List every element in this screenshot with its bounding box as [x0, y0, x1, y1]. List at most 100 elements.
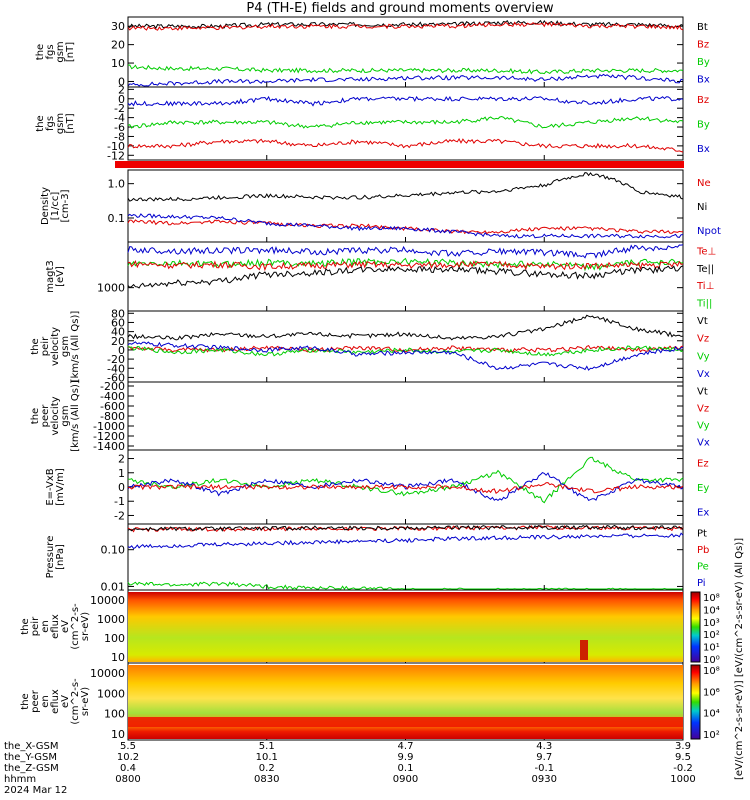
- y-tick-label: 0.1: [108, 212, 126, 225]
- legend-entry: Bx: [697, 74, 710, 85]
- footer-value: 0930: [532, 774, 557, 785]
- y-axis-label: [nT]: [65, 113, 76, 133]
- y-axis-label: en: [40, 695, 51, 708]
- y-tick-label: -600: [100, 400, 125, 413]
- y-tick-label: -2: [114, 102, 125, 115]
- colorbar-tick-label: 10⁸: [703, 593, 720, 604]
- series-line-Te||: [127, 265, 684, 289]
- colorbar-tick-label: 10⁴: [703, 709, 720, 720]
- footer-value: 3.9: [675, 741, 691, 752]
- footer-value: 4.7: [398, 741, 414, 752]
- y-axis-label: [1/cc]: [50, 192, 61, 221]
- series-line-Pi: [127, 532, 684, 550]
- legend-entry: Vx: [697, 438, 710, 449]
- footer-value: 0800: [115, 774, 140, 785]
- y-tick-label: 0: [118, 75, 125, 88]
- footer-date: 2024 Mar 12: [4, 785, 67, 796]
- y-axis-label: fgs: [45, 44, 56, 59]
- y-tick-label: -60: [107, 371, 125, 384]
- footer-value: 10.1: [256, 752, 278, 763]
- y-tick-label: 100: [104, 632, 125, 645]
- footer-value: 0900: [393, 774, 418, 785]
- y-axis-label: the: [35, 44, 46, 60]
- y-tick-label: 100: [104, 708, 125, 721]
- series-line-Ey: [127, 456, 684, 504]
- y-tick-label: -1200: [93, 430, 125, 443]
- y-axis-label: E=-VxB: [45, 468, 56, 505]
- y-tick-label: 10000: [90, 594, 125, 607]
- legend-entry: Pe: [697, 561, 709, 572]
- series-line-Ti⊥: [127, 244, 684, 259]
- y-tick-label: -20: [107, 353, 125, 366]
- y-tick-label: -1: [114, 495, 125, 508]
- legend-entry: Vt: [697, 316, 708, 327]
- footer-value: 5.5: [120, 741, 136, 752]
- y-tick-label: 10: [111, 651, 125, 664]
- legend-entry: Pi: [697, 578, 706, 589]
- peer-spectrogram-band: [128, 717, 683, 727]
- y-tick-label: 2: [118, 453, 125, 466]
- panel-frame: [127, 523, 684, 591]
- y-axis-label: gsm: [60, 336, 71, 357]
- y-axis-label: gsm: [55, 113, 66, 134]
- legend-entry: Ex: [697, 508, 709, 519]
- series-line-Bz: [127, 137, 684, 153]
- footer-value: 4.3: [536, 741, 552, 752]
- series-line-Bx: [127, 95, 684, 107]
- footer-value: 9.5: [675, 752, 691, 763]
- peer-spectrogram: [128, 665, 683, 739]
- series-line-Ni: [127, 172, 684, 202]
- y-axis-label: the: [20, 618, 31, 634]
- series-line-Pb: [127, 524, 684, 533]
- series-line-Vy: [127, 345, 684, 357]
- y-tick-label: -1000: [93, 420, 125, 433]
- legend-entry: Vt: [697, 387, 708, 398]
- y-tick-label: 10000: [90, 667, 125, 680]
- y-axis-label: [mV/m]: [55, 468, 66, 506]
- y-tick-label: 1000: [97, 687, 125, 700]
- y-axis-label: eflux: [50, 689, 61, 714]
- y-tick-label: -4: [114, 112, 125, 125]
- panel-frame: [127, 86, 684, 161]
- y-tick-label: -6: [114, 121, 125, 134]
- footer-value: -0.1: [534, 763, 554, 774]
- y-axis-label: [km/s (All Qs)]: [70, 380, 81, 452]
- legend-entry: By: [697, 120, 710, 131]
- footer-value: 1000: [670, 774, 695, 785]
- colorbar-tick-label: 10⁰: [703, 655, 720, 666]
- series-line-Ez: [127, 482, 684, 494]
- colorbar-tick-label: 10²: [703, 630, 720, 641]
- legend-entry: Pb: [697, 545, 709, 556]
- y-axis-label: the: [30, 338, 41, 354]
- footer-value: 5.1: [259, 741, 275, 752]
- series-line-By: [127, 64, 684, 75]
- y-tick-label: -10: [107, 140, 125, 153]
- series-line-Ex: [127, 472, 684, 502]
- footer-value: 9.7: [536, 752, 552, 763]
- panel-efield: 210-1-2 E=-VxB [mV/m] Ez Ey Ex: [45, 449, 709, 525]
- y-axis-label: velocity: [50, 327, 61, 366]
- y-axis-label: the: [30, 408, 41, 424]
- y-tick-label: -200: [100, 380, 125, 393]
- legend-entry: Vz: [697, 334, 709, 345]
- legend-entry: Vz: [697, 404, 709, 415]
- y-tick-label: 60: [111, 316, 125, 329]
- y-axis-label: [km/s (All Qs)]: [70, 311, 81, 383]
- series-line-Npot: [127, 213, 684, 239]
- panel-fgs_gsm_zoom: 20-2-4-6-8-10-12 the fgs gsm [nT] Bz By Bx: [35, 83, 710, 162]
- y-tick-label: 10: [111, 57, 125, 70]
- footer-value: -0.2: [673, 763, 693, 774]
- footer-value: 0.1: [398, 763, 414, 774]
- legend-entry: Bz: [697, 39, 709, 50]
- y-axis-label: the: [20, 693, 31, 709]
- legend-entry: Bz: [697, 95, 709, 106]
- colorbar-lower: [690, 664, 701, 740]
- footer-value: 9.9: [398, 752, 414, 763]
- legend-entry: By: [697, 57, 710, 68]
- footer-value: 0830: [254, 774, 279, 785]
- legend-entry: Pt: [697, 528, 707, 539]
- legend-entry: Bt: [697, 22, 708, 33]
- peir-spectrogram-feature: [580, 640, 588, 660]
- y-axis-label: [cm-3]: [60, 189, 71, 222]
